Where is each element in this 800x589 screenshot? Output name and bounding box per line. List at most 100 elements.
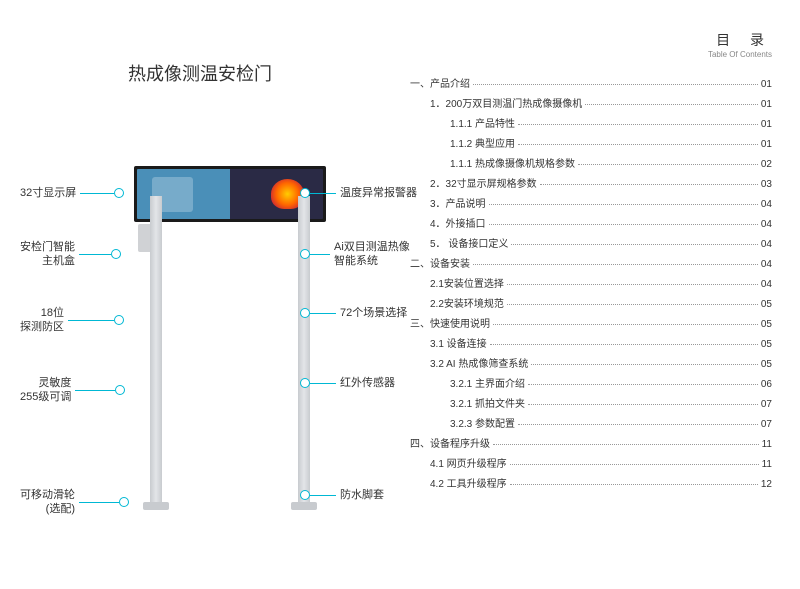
toc-item-label: 3.2.1 抓拍文件夹 — [450, 397, 525, 412]
toc-row: 一、产品介绍 01 — [410, 77, 772, 92]
toc-item-page: 06 — [761, 377, 772, 392]
callout-label: 可移动滑轮(选配) — [20, 488, 129, 517]
product-diagram-pane: 热成像测温安检门 32寸显示屏安检门智能主机盒 18位探测防区灵敏度255级可调可… — [0, 0, 400, 589]
toc-item-page: 01 — [761, 117, 772, 132]
toc-item-label: 2．32寸显示屏规格参数 — [430, 177, 537, 192]
toc-item-label: 三、快速使用说明 — [410, 317, 490, 332]
callout-text: 红外传感器 — [340, 376, 395, 390]
toc-row: 二、设备安装 04 — [410, 257, 772, 272]
callout-dot-icon — [119, 497, 129, 507]
toc-row: 4.2 工具升级程序 12 — [410, 477, 772, 492]
toc-item-page: 04 — [761, 197, 772, 212]
toc-item-page: 05 — [761, 317, 772, 332]
toc-row: 1.1.1 产品特性 01 — [410, 117, 772, 132]
callout-dot-icon — [114, 315, 124, 325]
toc-row: 1.1.2 典型应用 01 — [410, 137, 772, 152]
toc-item-label: 4.1 网页升级程序 — [430, 457, 507, 472]
toc-item-page: 07 — [761, 397, 772, 412]
toc-item-label: 1.1.1 产品特性 — [450, 117, 515, 132]
toc-item-label: 一、产品介绍 — [410, 77, 470, 92]
toc-header: 目 录 Table Of Contents — [410, 30, 772, 59]
toc-item-page: 05 — [761, 297, 772, 312]
toc-row: 3.2.3 参数配置 07 — [410, 417, 772, 432]
gate-diagram: 32寸显示屏安检门智能主机盒18位探测防区灵敏度255级可调可移动滑轮(选配)温… — [20, 116, 380, 536]
toc-row: 3．产品说明 04 — [410, 197, 772, 212]
callout-dot-icon — [114, 188, 124, 198]
callout-label: 18位探测防区 — [20, 306, 124, 335]
callout-label: 安检门智能主机盒 — [20, 240, 121, 269]
toc-item-page: 05 — [761, 357, 772, 372]
toc-item-label: 3.2.3 参数配置 — [450, 417, 515, 432]
toc-item-label: 二、设备安装 — [410, 257, 470, 272]
callout-dot-icon — [115, 385, 125, 395]
toc-item-page: 11 — [762, 437, 772, 452]
toc-item-label: 3.1 设备连接 — [430, 337, 487, 352]
callout-dot-icon — [300, 249, 310, 259]
toc-row: 2．32寸显示屏规格参数 03 — [410, 177, 772, 192]
toc-row: 2.1安装位置选择 04 — [410, 277, 772, 292]
toc-row: 1.1.1 热成像摄像机规格参数 02 — [410, 157, 772, 172]
toc-row: 2.2安装环境规范 05 — [410, 297, 772, 312]
callout-text: 安检门智能主机盒 — [20, 240, 75, 269]
toc-item-label: 4.2 工具升级程序 — [430, 477, 507, 492]
toc-row: 3.2.1 抓拍文件夹 07 — [410, 397, 772, 412]
callout-text: 18位探测防区 — [20, 306, 64, 335]
callout-label: 32寸显示屏 — [20, 186, 124, 200]
callout-label: Ai双目测温热像智能系统 — [300, 240, 410, 269]
toc-row: 3.2 AI 热成像筛查系统 05 — [410, 357, 772, 372]
toc-item-label: 3.2 AI 热成像筛查系统 — [430, 357, 528, 372]
toc-row: 1．200万双目测温门热成像摄像机 01 — [410, 97, 772, 112]
callout-text: Ai双目测温热像智能系统 — [334, 240, 410, 269]
toc-item-page: 01 — [761, 137, 772, 152]
callout-text: 防水脚套 — [340, 488, 384, 502]
toc-item-page: 05 — [761, 337, 772, 352]
toc-row: 三、快速使用说明 05 — [410, 317, 772, 332]
callout-dot-icon — [300, 308, 310, 318]
callout-dot-icon — [300, 188, 310, 198]
callout-dot-icon — [300, 490, 310, 500]
toc-row: 5． 设备接口定义 04 — [410, 237, 772, 252]
toc-item-label: 1.1.1 热成像摄像机规格参数 — [450, 157, 575, 172]
callout-dot-icon — [300, 378, 310, 388]
toc-item-label: 4．外接插口 — [430, 217, 486, 232]
toc-title-cn: 目 录 — [410, 30, 772, 50]
callout-label: 72个场景选择 — [300, 306, 407, 320]
toc-item-page: 11 — [762, 457, 772, 472]
callout-text: 可移动滑轮(选配) — [20, 488, 75, 517]
toc-pane: 目 录 Table Of Contents 一、产品介绍011．200万双目测温… — [400, 0, 800, 589]
toc-item-label: 1．200万双目测温门热成像摄像机 — [430, 97, 582, 112]
callout-label: 红外传感器 — [300, 376, 395, 390]
gate-figure — [150, 176, 310, 506]
callout-label: 防水脚套 — [300, 488, 384, 502]
toc-row: 4.1 网页升级程序 11 — [410, 457, 772, 472]
toc-item-page: 02 — [761, 157, 772, 172]
toc-item-page: 04 — [761, 277, 772, 292]
callout-text: 灵敏度255级可调 — [20, 376, 71, 405]
toc-row: 3.1 设备连接 05 — [410, 337, 772, 352]
diagram-title: 热成像测温安检门 — [0, 60, 400, 86]
toc-title-en: Table Of Contents — [410, 50, 772, 59]
toc-item-page: 01 — [761, 97, 772, 112]
toc-item-page: 07 — [761, 417, 772, 432]
toc-item-page: 03 — [761, 177, 772, 192]
toc-row: 四、设备程序升级 11 — [410, 437, 772, 452]
callout-label: 灵敏度255级可调 — [20, 376, 125, 405]
toc-item-label: 3.2.1 主界面介绍 — [450, 377, 525, 392]
toc-item-page: 04 — [761, 217, 772, 232]
toc-list: 一、产品介绍011．200万双目测温门热成像摄像机011.1.1 产品特性011… — [410, 77, 772, 492]
toc-item-label: 2.1安装位置选择 — [430, 277, 504, 292]
toc-item-label: 5． 设备接口定义 — [430, 237, 508, 252]
callout-text: 32寸显示屏 — [20, 186, 76, 200]
toc-row: 4．外接插口 04 — [410, 217, 772, 232]
toc-row: 3.2.1 主界面介绍 06 — [410, 377, 772, 392]
toc-item-label: 四、设备程序升级 — [410, 437, 490, 452]
toc-item-label: 1.1.2 典型应用 — [450, 137, 515, 152]
toc-item-label: 2.2安装环境规范 — [430, 297, 504, 312]
toc-item-page: 01 — [761, 77, 772, 92]
toc-item-page: 04 — [761, 257, 772, 272]
toc-item-page: 12 — [761, 477, 772, 492]
toc-item-page: 04 — [761, 237, 772, 252]
callout-text: 72个场景选择 — [340, 306, 407, 320]
toc-item-label: 3．产品说明 — [430, 197, 486, 212]
callout-dot-icon — [111, 249, 121, 259]
